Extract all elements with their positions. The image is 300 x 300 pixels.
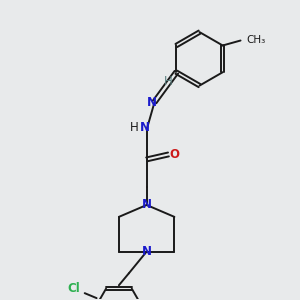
Text: N: N [140,121,150,134]
Text: CH₃: CH₃ [247,34,266,44]
Text: O: O [169,148,179,161]
Text: N: N [147,96,157,110]
Text: Cl: Cl [68,282,80,295]
Text: N: N [142,245,152,258]
Text: H: H [164,75,173,88]
Text: H: H [129,121,138,134]
Text: N: N [142,199,152,212]
